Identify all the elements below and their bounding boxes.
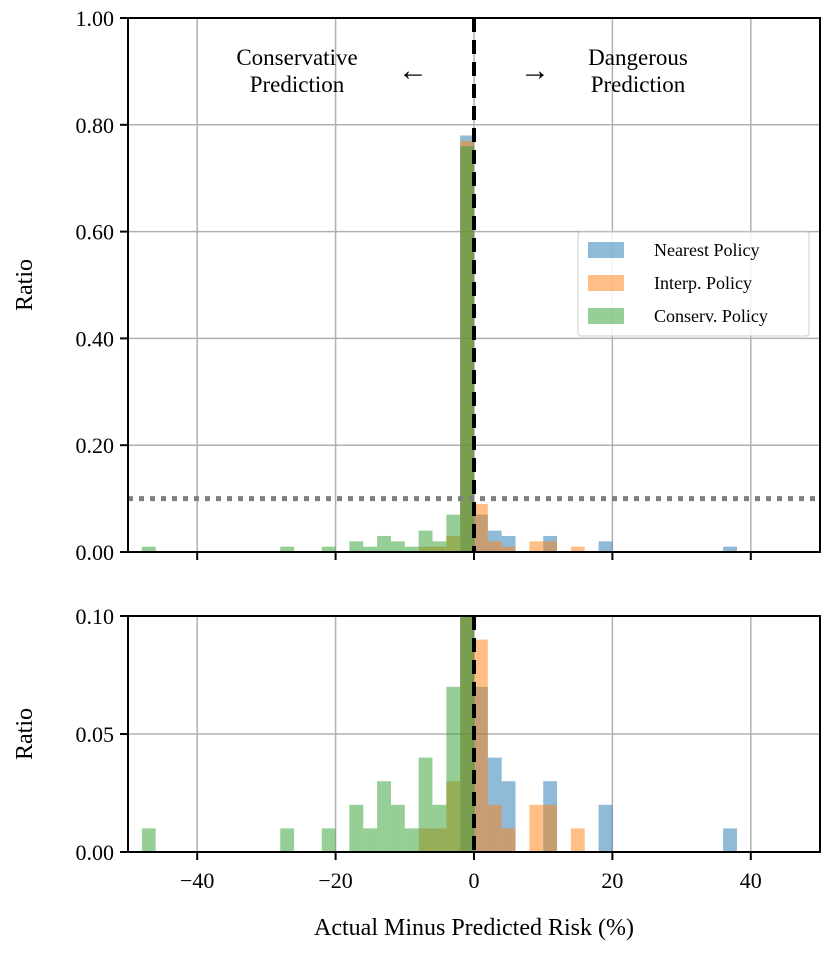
left-arrow-icon: ←: [398, 54, 428, 87]
bottom-ylabel: Ratio: [12, 708, 38, 760]
top-bar-s1-4: [474, 503, 488, 552]
legend-swatch-nearest: [588, 242, 624, 258]
bottom-yticks: 0.00 0.05 0.10: [76, 604, 128, 865]
bottom-bar-s2-2: [321, 828, 336, 852]
annotation-dangerous-line1: Dangerous: [588, 45, 688, 70]
legend-swatch-conserv: [588, 308, 624, 324]
bottom-bar-s0-6: [723, 828, 737, 852]
bottom-panel: 0.00 0.05 0.10 −40 −20 0 20 40 Ratio: [12, 604, 821, 893]
bottom-bar-s0-5: [598, 804, 613, 852]
right-arrow-icon: →: [520, 54, 550, 87]
top-bar-s2-1: [280, 546, 295, 552]
top-bar-s2-5: [377, 535, 391, 552]
x-axis-label: Actual Minus Predicted Risk (%): [314, 915, 634, 941]
top-bar-s2-11: [460, 146, 474, 552]
legend-label-conserv: Conserv. Policy: [654, 306, 768, 326]
bottom-xtick-label-0: −40: [180, 868, 214, 893]
top-bar-s2-8: [418, 530, 433, 552]
bottom-bar-s2-11: [460, 616, 474, 852]
top-bar-s1-9: [570, 546, 585, 552]
bottom-bar-s2-1: [280, 828, 295, 852]
top-bar-s2-10: [446, 514, 461, 552]
bottom-ytick-label-1: 0.05: [76, 722, 115, 747]
top-bar-s1-5: [487, 541, 502, 552]
top-ytick-label-1: 0.20: [76, 433, 115, 458]
top-bar-s1-7: [529, 541, 544, 552]
bottom-bar-s1-7: [529, 804, 544, 852]
bottom-bar-s1-9: [570, 828, 585, 852]
top-bar-s2-3: [349, 541, 364, 552]
top-ylabel: Ratio: [12, 259, 38, 311]
top-bar-s2-6: [390, 541, 405, 552]
top-bar-s1-6: [501, 546, 516, 552]
bottom-xtick-label-1: −20: [318, 868, 352, 893]
bottom-xtick-label-3: 20: [601, 868, 623, 893]
bottom-bars: [141, 616, 737, 852]
bottom-xtick-label-2: 0: [469, 868, 480, 893]
bottom-bar-s1-5: [487, 804, 502, 852]
bottom-bar-s2-8: [418, 757, 433, 852]
top-xticks: [196, 552, 752, 560]
bottom-bar-s2-5: [377, 781, 391, 852]
top-bar-s0-5: [598, 541, 613, 552]
annotation-dangerous-line2: Prediction: [591, 72, 686, 97]
bottom-ytick-label-2: 0.10: [76, 604, 115, 629]
bottom-bar-s1-6: [501, 828, 516, 852]
bottom-bar-s2-4: [363, 828, 378, 852]
bottom-bar-s2-7: [404, 828, 419, 852]
top-bars: [141, 135, 737, 553]
top-ytick-label-0: 0.00: [76, 540, 115, 565]
bottom-bar-s1-8: [543, 804, 558, 852]
top-bar-s1-8: [543, 541, 558, 552]
legend-label-nearest: Nearest Policy: [654, 240, 759, 260]
bottom-xtick-label-4: 40: [740, 868, 762, 893]
annotation-conservative-line1: Conservative: [236, 45, 357, 70]
top-ytick-label-2: 0.40: [76, 326, 115, 351]
bottom-bar-s2-9: [432, 804, 447, 852]
bottom-bar-s2-6: [390, 804, 405, 852]
bottom-bar-s2-10: [446, 686, 461, 852]
legend-swatch-interp: [588, 275, 624, 291]
top-bar-s2-9: [432, 541, 447, 552]
bottom-bar-s2-0: [141, 828, 156, 852]
top-bar-s2-0: [141, 546, 156, 552]
top-bar-s0-6: [723, 546, 737, 552]
legend: Nearest Policy Interp. Policy Conserv. P…: [577, 231, 810, 337]
annotation-conservative-line2: Prediction: [250, 72, 345, 97]
top-panel: 0.00 0.20 0.40 0.60 0.80 1.00 Ratio Conservat…: [12, 6, 821, 565]
top-bar-s2-2: [321, 546, 336, 552]
top-ytick-label-3: 0.60: [76, 220, 115, 245]
legend-box: [577, 231, 810, 337]
top-ytick-label-5: 1.00: [76, 6, 115, 31]
legend-label-interp: Interp. Policy: [654, 273, 752, 293]
top-bar-s2-7: [404, 546, 419, 552]
top-bar-s2-4: [363, 546, 378, 552]
bottom-bar-s1-4: [474, 639, 488, 852]
top-ytick-label-4: 0.80: [76, 113, 115, 138]
top-yticks: 0.00 0.20 0.40 0.60 0.80 1.00: [76, 6, 128, 565]
bottom-ytick-label-0: 0.00: [76, 840, 115, 865]
bottom-bar-s2-3: [349, 804, 364, 852]
bottom-xticks: −40 −20 0 20 40: [180, 852, 762, 893]
